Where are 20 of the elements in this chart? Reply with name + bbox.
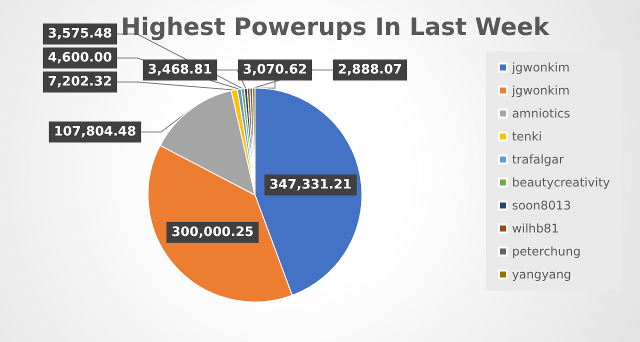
legend-label: amniotics [512, 106, 570, 120]
data-label: 3,070.62 [242, 62, 308, 78]
legend-label: wilhb81 [512, 222, 559, 236]
data-label: 2,888.07 [338, 62, 402, 78]
data-label: 4,600.00 [48, 50, 112, 66]
data-label: 347,331.21 [269, 178, 352, 193]
data-label: 3,468.81 [148, 62, 212, 78]
legend-label: peterchung [512, 244, 581, 258]
data-label: 7,202.32 [48, 74, 112, 90]
legend-label: jgwonkim [510, 60, 570, 74]
data-label: 300,000.25 [171, 224, 254, 240]
legend-label: trafalgar [512, 152, 564, 166]
data-label: 3,575.48 [48, 26, 112, 42]
legend-label: tenki [512, 130, 542, 144]
legend-label: yangyang [512, 268, 572, 282]
legend-label: soon8013 [512, 198, 572, 212]
legend-label: beautycreativity [512, 176, 610, 190]
chart-title: Highest Powerups In Last Week [120, 13, 550, 41]
legend-label: jgwonkim [510, 84, 570, 98]
data-label: 107,804.48 [54, 124, 136, 140]
